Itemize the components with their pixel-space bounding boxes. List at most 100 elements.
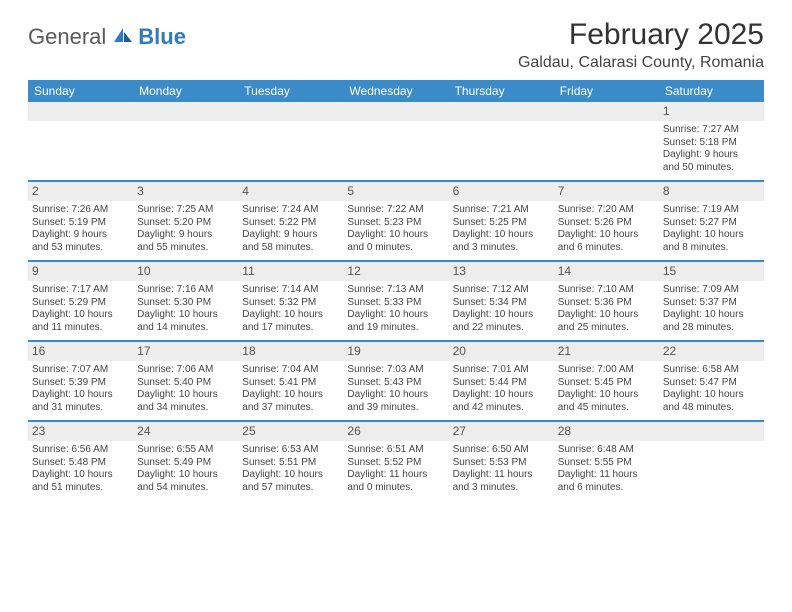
day-cell: 21Sunrise: 7:00 AMSunset: 5:45 PMDayligh…: [554, 342, 659, 420]
day-sunset: Sunset: 5:37 PM: [663, 297, 760, 310]
day-day2: and 31 minutes.: [32, 402, 129, 415]
day-day2: and 57 minutes.: [242, 482, 339, 495]
weeks-container: 1Sunrise: 7:27 AMSunset: 5:18 PMDaylight…: [28, 102, 764, 500]
day-cell: 2Sunrise: 7:26 AMSunset: 5:19 PMDaylight…: [28, 182, 133, 260]
day-day1: Daylight: 10 hours: [663, 389, 760, 402]
day-sunset: Sunset: 5:52 PM: [347, 457, 444, 470]
day-day2: and 28 minutes.: [663, 322, 760, 335]
day-day1: Daylight: 10 hours: [137, 389, 234, 402]
day-number: 1: [659, 102, 764, 121]
day-cell: 10Sunrise: 7:16 AMSunset: 5:30 PMDayligh…: [133, 262, 238, 340]
day-sunset: Sunset: 5:40 PM: [137, 377, 234, 390]
day-sunset: Sunset: 5:26 PM: [558, 217, 655, 230]
day-sunset: Sunset: 5:27 PM: [663, 217, 760, 230]
day-cell: 22Sunrise: 6:58 AMSunset: 5:47 PMDayligh…: [659, 342, 764, 420]
day-sunrise: Sunrise: 7:14 AM: [242, 284, 339, 297]
day-day2: and 53 minutes.: [32, 242, 129, 255]
day-day1: Daylight: 10 hours: [558, 229, 655, 242]
day-cell: 11Sunrise: 7:14 AMSunset: 5:32 PMDayligh…: [238, 262, 343, 340]
day-day1: Daylight: 9 hours: [32, 229, 129, 242]
day-number: 17: [133, 342, 238, 361]
day-number: 18: [238, 342, 343, 361]
day-sunrise: Sunrise: 7:24 AM: [242, 204, 339, 217]
day-number: 15: [659, 262, 764, 281]
day-number: 2: [28, 182, 133, 201]
day-day1: Daylight: 10 hours: [663, 309, 760, 322]
day-sunrise: Sunrise: 7:12 AM: [453, 284, 550, 297]
day-number: 28: [554, 422, 659, 441]
day-number: 23: [28, 422, 133, 441]
day-day2: and 3 minutes.: [453, 242, 550, 255]
day-day2: and 45 minutes.: [558, 402, 655, 415]
day-sunrise: Sunrise: 7:01 AM: [453, 364, 550, 377]
day-day2: and 6 minutes.: [558, 482, 655, 495]
day-day2: and 8 minutes.: [663, 242, 760, 255]
day-cell: 18Sunrise: 7:04 AMSunset: 5:41 PMDayligh…: [238, 342, 343, 420]
day-cell: 20Sunrise: 7:01 AMSunset: 5:44 PMDayligh…: [449, 342, 554, 420]
day-sunrise: Sunrise: 7:13 AM: [347, 284, 444, 297]
title-block: February 2025 Galdau, Calarasi County, R…: [518, 18, 764, 72]
day-number: 4: [238, 182, 343, 201]
dow-cell: Friday: [554, 80, 659, 102]
day-number: [28, 102, 133, 121]
week-row: 1Sunrise: 7:27 AMSunset: 5:18 PMDaylight…: [28, 102, 764, 182]
day-cell: 28Sunrise: 6:48 AMSunset: 5:55 PMDayligh…: [554, 422, 659, 500]
day-number: 11: [238, 262, 343, 281]
dow-cell: Wednesday: [343, 80, 448, 102]
day-day1: Daylight: 10 hours: [453, 229, 550, 242]
week-row: 16Sunrise: 7:07 AMSunset: 5:39 PMDayligh…: [28, 342, 764, 422]
day-day2: and 48 minutes.: [663, 402, 760, 415]
day-sunrise: Sunrise: 7:04 AM: [242, 364, 339, 377]
day-sunrise: Sunrise: 7:19 AM: [663, 204, 760, 217]
month-title: February 2025: [518, 18, 764, 52]
day-of-week-header: SundayMondayTuesdayWednesdayThursdayFrid…: [28, 80, 764, 102]
day-sunrise: Sunrise: 7:25 AM: [137, 204, 234, 217]
day-sunrise: Sunrise: 6:50 AM: [453, 444, 550, 457]
day-cell: 15Sunrise: 7:09 AMSunset: 5:37 PMDayligh…: [659, 262, 764, 340]
day-sunrise: Sunrise: 7:17 AM: [32, 284, 129, 297]
day-sunset: Sunset: 5:53 PM: [453, 457, 550, 470]
day-day1: Daylight: 10 hours: [663, 229, 760, 242]
day-number: [554, 102, 659, 121]
day-day2: and 39 minutes.: [347, 402, 444, 415]
day-day1: Daylight: 11 hours: [453, 469, 550, 482]
day-day1: Daylight: 9 hours: [242, 229, 339, 242]
week-row: 23Sunrise: 6:56 AMSunset: 5:48 PMDayligh…: [28, 422, 764, 500]
day-day2: and 42 minutes.: [453, 402, 550, 415]
day-day1: Daylight: 11 hours: [558, 469, 655, 482]
day-number: 3: [133, 182, 238, 201]
location-subtitle: Galdau, Calarasi County, Romania: [518, 54, 764, 72]
day-day2: and 25 minutes.: [558, 322, 655, 335]
day-day2: and 34 minutes.: [137, 402, 234, 415]
day-sunset: Sunset: 5:33 PM: [347, 297, 444, 310]
day-number: [343, 102, 448, 121]
dow-cell: Monday: [133, 80, 238, 102]
day-sunrise: Sunrise: 7:03 AM: [347, 364, 444, 377]
day-day2: and 6 minutes.: [558, 242, 655, 255]
day-day2: and 54 minutes.: [137, 482, 234, 495]
day-sunset: Sunset: 5:43 PM: [347, 377, 444, 390]
dow-cell: Saturday: [659, 80, 764, 102]
day-day1: Daylight: 10 hours: [558, 389, 655, 402]
day-sunset: Sunset: 5:44 PM: [453, 377, 550, 390]
day-cell: [133, 102, 238, 180]
day-day2: and 55 minutes.: [137, 242, 234, 255]
day-day1: Daylight: 10 hours: [453, 309, 550, 322]
dow-cell: Tuesday: [238, 80, 343, 102]
sail-icon: [112, 24, 134, 50]
day-number: 6: [449, 182, 554, 201]
day-number: [659, 422, 764, 441]
day-cell: 27 Sunrise: 6:50 AMSunset: 5:53 PMDayligh…: [449, 422, 554, 500]
day-number: 10: [133, 262, 238, 281]
day-number: 27: [449, 422, 554, 441]
day-number: 5: [343, 182, 448, 201]
page-header: General Blue February 2025 Galdau, Calar…: [28, 18, 764, 72]
day-cell: 19Sunrise: 7:03 AMSunset: 5:43 PMDayligh…: [343, 342, 448, 420]
day-sunset: Sunset: 5:30 PM: [137, 297, 234, 310]
day-day1: Daylight: 10 hours: [558, 309, 655, 322]
day-number: 21: [554, 342, 659, 361]
day-day2: and 3 minutes.: [453, 482, 550, 495]
day-day1: Daylight: 10 hours: [137, 469, 234, 482]
day-sunset: Sunset: 5:18 PM: [663, 137, 760, 150]
day-cell: 6Sunrise: 7:21 AMSunset: 5:25 PMDaylight…: [449, 182, 554, 260]
